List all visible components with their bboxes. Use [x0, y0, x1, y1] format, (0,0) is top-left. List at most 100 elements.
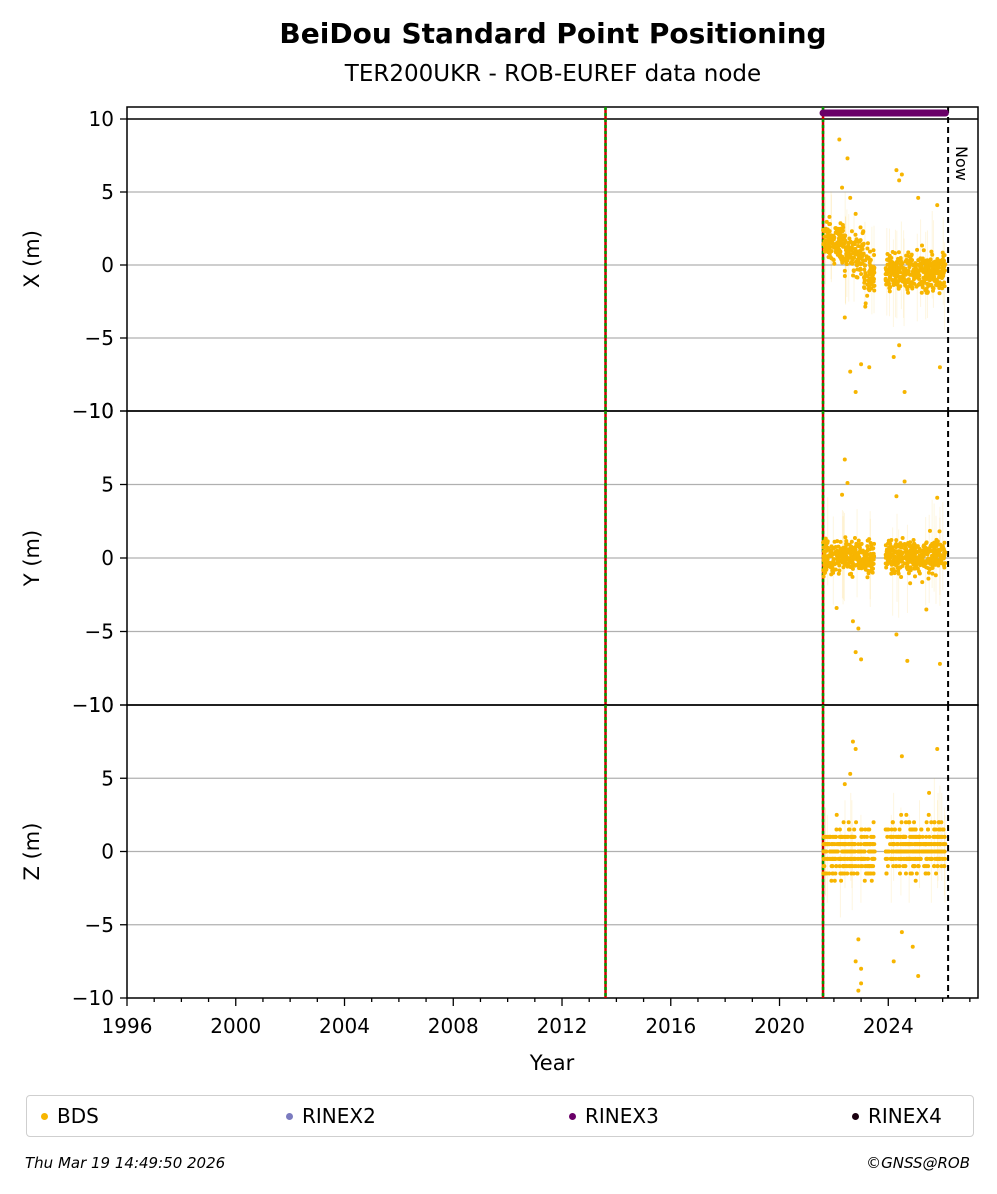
bds-point [867, 276, 872, 281]
bds-point [854, 820, 859, 825]
bds-point [862, 285, 867, 290]
bds-point [867, 249, 872, 254]
bds-point [892, 273, 897, 278]
bds-point [906, 541, 911, 546]
legend: BDS RINEX2 RINEX3 RINEX4 [26, 1095, 974, 1137]
bds-point [933, 550, 938, 555]
bds-point [847, 236, 852, 241]
bds-point [908, 871, 913, 876]
bds-point [830, 842, 835, 847]
bds-outlier-point [897, 343, 902, 348]
bds-point [838, 539, 843, 544]
bds-point [928, 856, 933, 861]
bds-point [841, 864, 846, 869]
bds-point [926, 576, 931, 581]
bds-point [830, 864, 835, 869]
bds-point [906, 551, 911, 556]
bds-point [825, 834, 830, 839]
bds-point [890, 820, 895, 825]
bds-point [942, 549, 947, 554]
bds-outlier-point [867, 365, 872, 370]
bds-point [862, 280, 867, 285]
bds-point [867, 849, 872, 854]
bds-point [914, 284, 919, 289]
bds-outlier-point [894, 168, 899, 173]
y-tick-label: −5 [85, 620, 114, 644]
bds-point [888, 275, 893, 280]
bds-point [836, 544, 841, 549]
bds-point [863, 301, 868, 306]
bds-point [865, 241, 870, 246]
bds-point [871, 864, 876, 869]
bds-point [868, 842, 873, 847]
bds-point [871, 871, 876, 876]
bds-point [837, 568, 842, 573]
legend-label-rinex4: RINEX4 [868, 1104, 942, 1128]
bds-point [941, 254, 946, 259]
bds-point [921, 248, 926, 253]
y-tick-label: 0 [101, 253, 114, 277]
bds-point [942, 268, 947, 273]
bds-point [898, 842, 903, 847]
bds-point [917, 277, 922, 282]
bds-point [828, 234, 833, 239]
bds-point [927, 268, 932, 273]
bds-point [870, 276, 875, 281]
bds-point [822, 562, 827, 567]
bds-point [933, 856, 938, 861]
y-tick-label: 0 [101, 840, 114, 864]
bds-point [835, 252, 840, 257]
y-axis-label: Y (m) [20, 530, 44, 587]
bds-point [938, 834, 943, 839]
bds-point [920, 580, 925, 585]
bds-point [834, 549, 839, 554]
bds-point [921, 553, 926, 558]
bds-point [888, 856, 893, 861]
bds-point [942, 540, 947, 545]
bds-point [934, 849, 939, 854]
bds-point [863, 827, 868, 832]
bds-point [903, 546, 908, 551]
bds-point [850, 566, 855, 571]
bds-point [843, 233, 848, 238]
bds-point [925, 560, 930, 565]
bds-point [930, 288, 935, 293]
bds-point [927, 566, 932, 571]
plot-area: −10 −5 0 5 10 X (m) Now −10 −5 0 5 10 Y (m) −10 −5 0 5 10… [20, 106, 979, 1038]
bds-point [867, 537, 872, 542]
bds-point [856, 556, 861, 561]
x-tick-label: 2024 [863, 1014, 914, 1038]
bds-point [824, 559, 829, 564]
bds-point [925, 265, 930, 270]
bds-point [926, 271, 931, 276]
bds-point [859, 834, 864, 839]
bds-point [885, 834, 890, 839]
bds-point [889, 827, 894, 832]
bds-outlier-point [897, 178, 902, 183]
bds-point [910, 834, 915, 839]
bds-point [935, 864, 940, 869]
bds-outlier-point [842, 457, 847, 462]
bds-point [871, 265, 876, 270]
bds-point [843, 535, 848, 540]
bds-point [821, 554, 826, 559]
bds-outlier-point [859, 362, 864, 367]
bds-point [858, 255, 863, 260]
bds-point [907, 260, 912, 265]
bds-point [897, 265, 902, 270]
bds-outlier-point [845, 481, 850, 486]
bds-point [937, 529, 942, 534]
bds-point [894, 849, 899, 854]
bds-point [861, 230, 866, 235]
bds-point [842, 268, 847, 273]
bds-point [855, 263, 860, 268]
bds-outlier-point [840, 185, 845, 190]
bds-point [869, 878, 874, 883]
bds-point [894, 563, 899, 568]
bds-point [849, 248, 854, 253]
bds-point [846, 245, 851, 250]
bds-point [853, 246, 858, 251]
bds-point [849, 229, 854, 234]
legend-item-rinex3: RINEX3 [569, 1096, 659, 1136]
bds-point [916, 864, 921, 869]
